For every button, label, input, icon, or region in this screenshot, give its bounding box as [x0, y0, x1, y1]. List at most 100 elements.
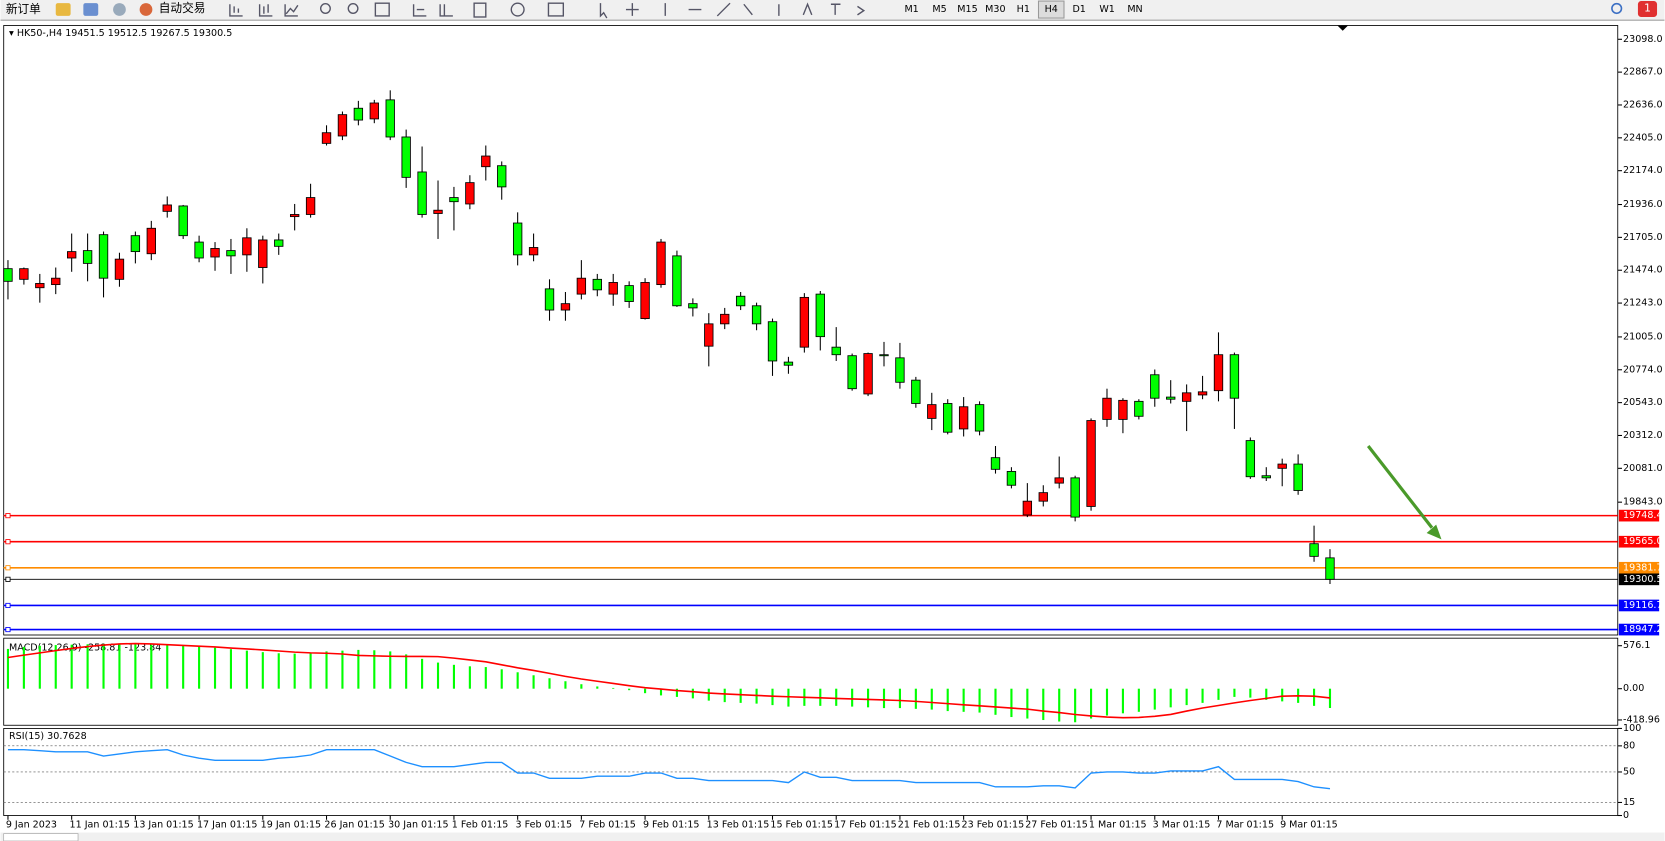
candle-body: [1325, 557, 1335, 580]
rsi-tick-label: 15: [1623, 797, 1635, 808]
timeframe-button[interactable]: W1: [1099, 4, 1115, 15]
icon-text-tools[interactable]: [802, 2, 866, 16]
icon[interactable]: [55, 3, 71, 16]
candle-body: [3, 268, 13, 282]
shift-marker: [1337, 25, 1349, 31]
y-tick-label: 21705.0: [1623, 232, 1662, 243]
x-tick-label: 1 Mar 01:15: [1089, 820, 1147, 831]
candle-body: [242, 237, 252, 256]
icon-candle[interactable]: [258, 4, 273, 17]
macd-tick-label: 576.1: [1623, 640, 1650, 651]
candle-body: [1134, 400, 1144, 417]
last-close: 19300.5: [193, 27, 232, 38]
timeframe-button[interactable]: M15: [957, 4, 977, 15]
candle-body: [82, 250, 93, 264]
x-tick-label: 19 Jan 01:15: [261, 820, 321, 831]
candle-body: [1293, 463, 1303, 491]
rsi-tick-label: 80: [1623, 740, 1635, 751]
notification-badge[interactable]: [1637, 1, 1658, 17]
candle-body: [863, 353, 873, 395]
icon-tools[interactable]: [599, 2, 780, 19]
price-level-handle: [5, 513, 11, 519]
icon[interactable]: [83, 3, 99, 16]
y-tick-label: 22636.0: [1623, 99, 1662, 110]
price-tag: [1618, 509, 1660, 522]
candle-body: [1086, 420, 1096, 507]
icon-zoom-in[interactable]: [319, 3, 331, 14]
last-low: 19267.5: [150, 27, 189, 38]
candle-body: [417, 171, 427, 215]
candle-body: [974, 404, 985, 432]
new-order-button[interactable]: 新订单: [6, 2, 41, 16]
candle-body: [879, 354, 889, 357]
candle-body: [465, 182, 475, 205]
icon-indicators[interactable]: [473, 2, 487, 18]
candle-body: [401, 136, 411, 178]
timeframe-button[interactable]: H1: [1017, 4, 1030, 15]
chart-tab[interactable]: [3, 833, 79, 841]
y-tick-label: 21936.0: [1623, 199, 1662, 210]
candle-body: [1150, 374, 1160, 399]
timeframe-button[interactable]: H4: [1045, 4, 1058, 15]
price-tag-label: 19565.0: [1623, 536, 1662, 547]
auto-trading-icon[interactable]: [139, 3, 153, 16]
x-tick-label: 1 Feb 01:15: [452, 820, 509, 831]
candle-body: [704, 323, 714, 347]
last-open: 19451.5: [65, 27, 104, 38]
timeframe-button[interactable]: M5: [932, 4, 946, 15]
icon[interactable]: [113, 3, 126, 16]
macd-panel-border: [3, 637, 1619, 726]
x-tick-label: 11 Jan 01:15: [70, 820, 130, 831]
candle-body: [895, 357, 905, 383]
timeframe-bar: M1 M5 M15 M30 H1 H4 D1 W1 MN: [904, 0, 1143, 19]
candle-body: [481, 155, 491, 168]
timeframe-button[interactable]: D1: [1072, 4, 1085, 15]
candle-body: [544, 288, 555, 311]
icon-shift[interactable]: [439, 4, 453, 17]
x-tick-label: 26 Jan 01:15: [324, 820, 384, 831]
price-level-handle: [5, 565, 11, 571]
candle-body: [990, 457, 1001, 470]
candle-body: [497, 165, 507, 188]
timeframe-button[interactable]: MN: [1127, 4, 1142, 15]
macd-tick-label: 0.00: [1623, 683, 1644, 694]
icon-periods[interactable]: [510, 2, 525, 17]
icon-zoom-out[interactable]: [347, 3, 359, 14]
price-tag: [1618, 535, 1660, 548]
x-tick-label: 21 Feb 01:15: [898, 820, 961, 831]
rsi-name: RSI(15): [9, 730, 44, 741]
candle-body: [210, 248, 220, 258]
price-tag: [1618, 599, 1660, 612]
timeframe-button[interactable]: M30: [985, 4, 1005, 15]
price-tag-label: 19116.7: [1623, 600, 1662, 611]
timeframe-button[interactable]: M1: [904, 4, 918, 15]
search-icon[interactable]: [1611, 2, 1623, 15]
icon-scroll[interactable]: [412, 4, 427, 17]
candle-body: [1245, 440, 1256, 478]
icon-tile[interactable]: [374, 2, 390, 17]
icon-templates[interactable]: [547, 2, 565, 17]
annotation-arrow: [1366, 445, 1434, 529]
candle-body: [289, 214, 300, 218]
candle-body: [66, 251, 77, 259]
candle-body: [831, 346, 841, 356]
candle-body: [927, 404, 937, 419]
auto-trading-button[interactable]: 自动交易: [159, 1, 206, 15]
candle-body: [624, 285, 634, 302]
candle-body: [767, 321, 778, 362]
icon-bar[interactable]: [229, 4, 243, 17]
candle-body: [19, 268, 29, 280]
candle-body: [943, 403, 953, 433]
candle-body: [735, 295, 746, 307]
candle-body: [353, 107, 364, 121]
rsi-tick-label: 0: [1623, 810, 1629, 821]
candle-body: [783, 361, 794, 366]
rsi-tick-label: 50: [1623, 766, 1635, 777]
candle-body: [385, 99, 395, 138]
candle-body: [751, 305, 762, 325]
icon-line[interactable]: [284, 4, 299, 17]
candle-body: [799, 296, 810, 348]
candle-body: [449, 197, 459, 203]
candle-body: [130, 235, 141, 253]
rsi-tick-label: 100: [1623, 723, 1641, 734]
